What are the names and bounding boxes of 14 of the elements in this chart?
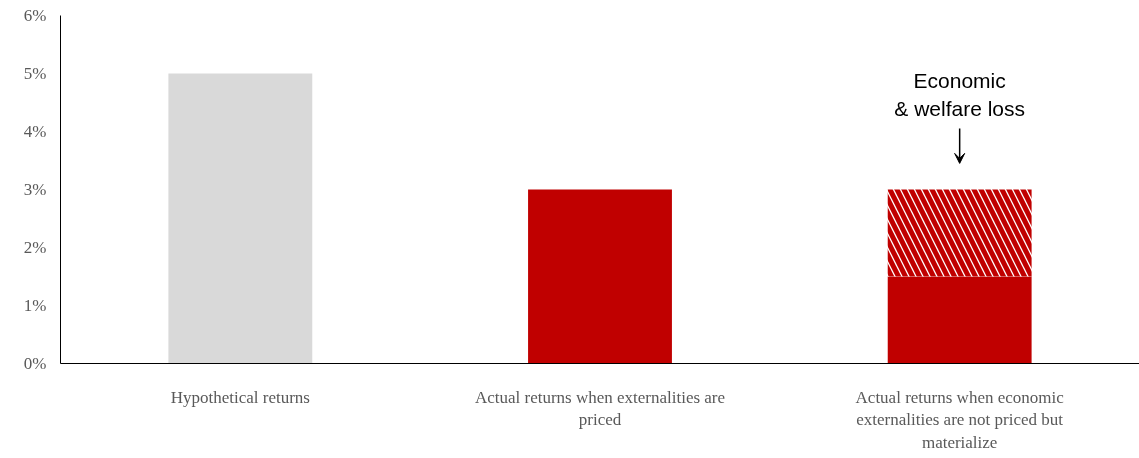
bar <box>528 189 672 364</box>
bar <box>887 276 1032 364</box>
y-tick-label: 4% <box>23 122 47 141</box>
y-tick-label: 5% <box>23 64 47 83</box>
x-tick-label: Actual returns when economic externalities are not priced but materialize <box>855 387 1065 453</box>
x-tick-label: Hypothetical returns <box>170 387 310 407</box>
y-tick-label: 2% <box>23 238 47 257</box>
y-tick-label: 3% <box>23 180 47 199</box>
y-tick-label: 6% <box>23 6 47 25</box>
annotation: Economic & welfare loss <box>894 68 1026 120</box>
y-tick-label: 0% <box>23 354 47 373</box>
y-tick-label: 1% <box>23 296 47 315</box>
bar <box>168 73 313 364</box>
x-tick-label: Actual returns when externalities are priced <box>474 387 726 430</box>
